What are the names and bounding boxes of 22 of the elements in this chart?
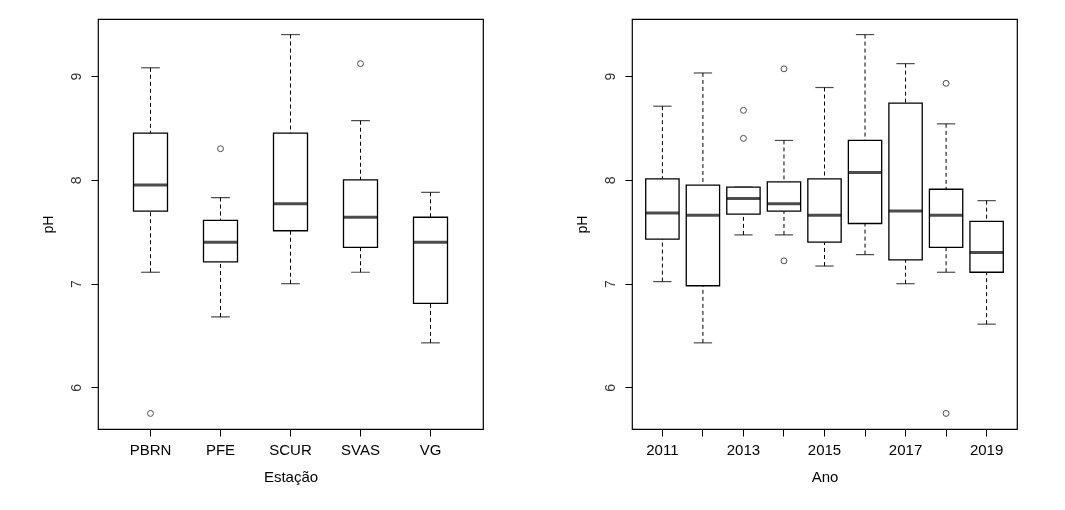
y-axis-title: pH <box>573 215 590 234</box>
x-tick-label: 2019 <box>969 440 1004 458</box>
x-tick-label: 2013 <box>726 440 761 458</box>
y-tick-label: 7 <box>601 280 618 289</box>
y-tick-label: 9 <box>601 72 618 81</box>
x-tick-label: 2017 <box>888 440 923 458</box>
x-tick-label: 2011 <box>646 440 679 458</box>
x-tick-label: 2015 <box>807 440 842 458</box>
x-tick-label: PFE <box>205 440 236 458</box>
x-axis-title: Estação <box>263 467 319 485</box>
y-tick-label: 9 <box>67 72 84 81</box>
y-tick-label: 6 <box>601 383 618 392</box>
x-tick-label: SVAS <box>341 440 380 458</box>
y-tick-label: 7 <box>67 280 84 289</box>
y-tick-label: 6 <box>67 383 84 392</box>
x-tick-label: PBRN <box>129 440 172 458</box>
x-tick-label: SCUR <box>269 440 312 458</box>
y-tick-label: 8 <box>67 176 84 185</box>
x-axis-title: Ano <box>811 467 839 485</box>
y-tick-label: 8 <box>601 176 618 185</box>
y-axis-title: pH <box>39 215 56 234</box>
x-tick-label: VG <box>419 440 442 458</box>
